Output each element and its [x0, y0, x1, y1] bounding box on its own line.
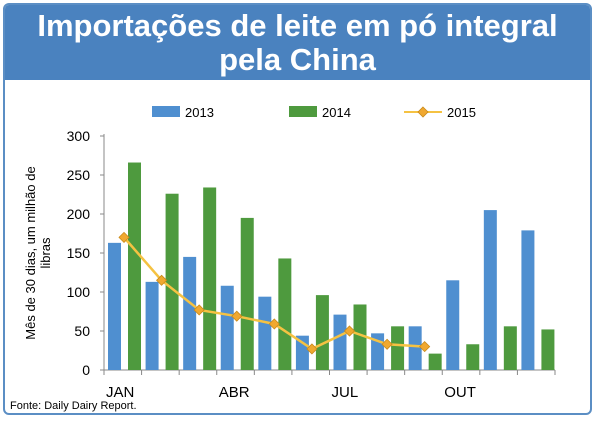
bar-2014-5: [278, 258, 292, 370]
bar-2014-4: [240, 217, 254, 370]
x-tick-label: ABR: [219, 384, 250, 401]
bar-2013-9: [408, 326, 422, 370]
legend-label-2013: 2013: [185, 105, 214, 120]
y-tick-label: 50: [74, 323, 90, 339]
legend-swatch-2014: [289, 106, 317, 117]
y-tick-label: 250: [67, 167, 91, 183]
bar-2013-4: [220, 285, 234, 370]
bar-2013-11: [483, 210, 497, 370]
bar-2013-2: [145, 281, 159, 370]
bar-2013-5: [258, 296, 272, 370]
marker-2015-4: [231, 310, 243, 322]
y-tick-label: 100: [67, 284, 91, 300]
title-line-2: pela China: [219, 42, 376, 77]
bar-2013-7: [333, 314, 347, 370]
y-tick-label: 200: [67, 206, 91, 222]
bar-2014-6: [315, 295, 329, 370]
marker-2015-2: [156, 274, 168, 286]
bar-2014-11: [503, 326, 517, 370]
x-tick-label: JAN: [106, 384, 134, 401]
marker-2015-8: [381, 338, 393, 350]
marker-2015-9: [419, 341, 431, 353]
bar-2013-1: [108, 242, 121, 370]
legend-marker-2015: [417, 106, 429, 118]
bar-2014-3: [203, 187, 217, 370]
bar-2013-12: [521, 230, 535, 370]
x-tick-label: JUL: [332, 384, 359, 401]
marker-2015-1: [118, 231, 130, 243]
source-note: Fonte: Daily Dairy Report.: [10, 400, 137, 412]
y-tick-label: 0: [82, 362, 90, 378]
bar-2013-3: [183, 256, 197, 370]
y-axis-label: Mês de 30 dias, um milhão delibras: [23, 166, 53, 339]
bar-2014-2: [165, 193, 179, 370]
bar-2014-7: [353, 304, 367, 370]
bar-2014-9: [428, 353, 442, 370]
marker-2015-5: [268, 318, 280, 330]
y-tick-label: 150: [67, 245, 91, 261]
marker-2015-3: [193, 304, 205, 316]
chart-frame: Importações de leite em pó integral pela…: [3, 3, 592, 415]
y-tick-label: 300: [67, 128, 91, 144]
bar-2014-12: [541, 329, 555, 370]
chart-title: Importações de leite em pó integral pela…: [5, 5, 590, 80]
bar-2014-10: [466, 344, 480, 370]
marker-2015-6: [306, 343, 318, 355]
title-line-1: Importações de leite em pó integral: [37, 8, 558, 43]
bar-2014-8: [391, 326, 405, 370]
marker-2015-7: [343, 325, 356, 337]
x-tick-label: OUT: [444, 384, 476, 401]
legend-swatch-2013: [152, 106, 180, 117]
legend-label-2015: 2015: [447, 105, 476, 120]
legend-label-2014: 2014: [322, 105, 351, 120]
bar-2014-1: [128, 162, 141, 370]
bar-2013-10: [446, 280, 460, 370]
